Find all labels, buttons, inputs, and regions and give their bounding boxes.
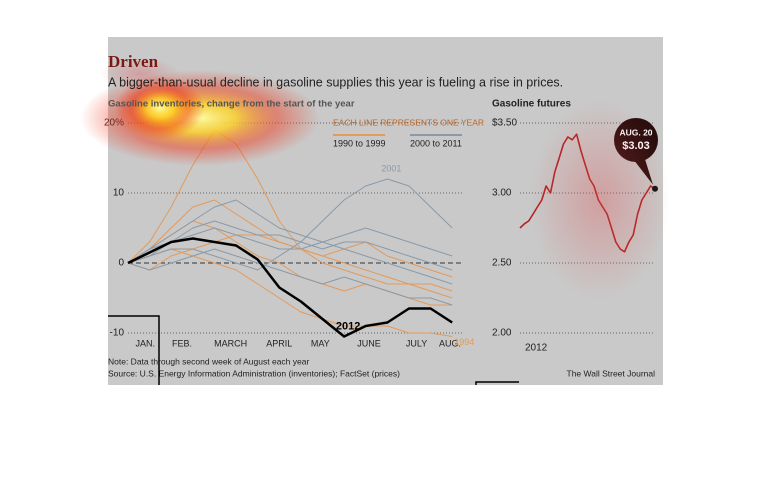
x-axis-label: 2012 [525,343,548,354]
x-tick-label: MAY [311,338,330,348]
y-tick-label: 2.50 [492,258,512,269]
y-tick-label: 10 [113,188,125,199]
x-tick-label: JULY [406,338,427,348]
heatmap-overlay [115,76,205,140]
y-tick-label: 0 [118,258,124,269]
year-line [127,248,453,306]
subtitle: A bigger-than-usual decline in gasoline … [108,75,563,89]
year-line [127,199,453,278]
year-line [127,199,453,285]
y-tick-label: 2.00 [492,328,512,339]
chart-title: Gasoline inventories, change from the st… [108,99,355,110]
y-tick-label: -10 [110,328,125,339]
source: Source: U.S. Energy Information Administ… [108,368,400,378]
x-tick-label: APRIL [266,338,292,348]
credit: The Wall Street Journal [567,368,656,378]
frame-line [475,381,519,385]
heatmap-overlay [530,100,670,300]
frame-line [108,315,160,385]
line-label: 1994 [454,337,474,347]
y-tick-label: $3.50 [492,118,517,129]
highlight-line [127,237,453,338]
x-tick-label: MARCH [214,338,247,348]
y-tick-label: 3.00 [492,188,512,199]
line-label: 2001 [381,163,401,173]
title: Driven [108,52,159,71]
year-line [127,227,453,264]
year-line [127,129,453,299]
x-tick-label: JAN. [136,338,156,348]
chart-title: Gasoline futures [492,99,571,110]
x-tick-label: FEB. [172,338,192,348]
line-label: 2012 [336,320,360,332]
legend-label: 1990 to 1999 [333,138,386,148]
legend-label: 2000 to 2011 [410,138,462,148]
year-line [127,248,453,337]
note: Note: Data through second week of August… [108,356,309,366]
year-line [127,220,453,271]
legend-title: EACH LINE REPRESENTS ONE YEAR [333,117,484,127]
heatmap-overlay [100,58,180,90]
x-tick-label: JUNE [357,338,381,348]
x-tick-label: AUG. [439,338,461,348]
